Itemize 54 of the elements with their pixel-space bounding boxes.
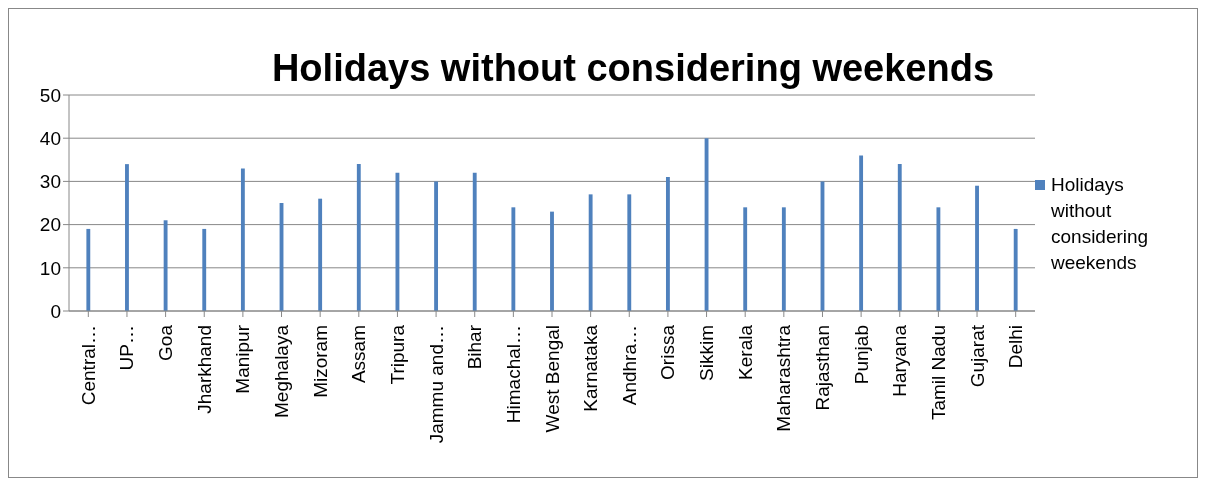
bar xyxy=(897,164,902,311)
bar xyxy=(163,220,168,311)
bar xyxy=(859,155,864,311)
x-tick-label: West Bengal xyxy=(541,325,563,433)
bar xyxy=(588,194,593,311)
bar xyxy=(511,207,516,311)
chart-title: Holidays without considering weekends xyxy=(270,46,996,89)
y-tick-label: 40 xyxy=(39,127,61,149)
bar xyxy=(550,211,554,311)
x-tick-label: Haryana xyxy=(889,324,911,397)
y-tick-label: 50 xyxy=(39,84,61,106)
x-tick-label: Delhi xyxy=(1005,325,1027,369)
bar xyxy=(665,177,670,311)
x-tick-label: Tripura xyxy=(386,324,408,385)
x-tick-label: Assam xyxy=(348,325,370,384)
bar xyxy=(356,164,361,311)
x-tick-label: Jammu and… xyxy=(425,325,447,444)
bar xyxy=(202,228,207,311)
x-tick-label: Meghalaya xyxy=(271,324,293,418)
bar xyxy=(472,172,477,311)
bar xyxy=(1013,228,1018,311)
x-tick-label: Jharkhand xyxy=(193,325,215,414)
x-tick-label: Andhra… xyxy=(618,325,640,406)
bar xyxy=(975,185,979,311)
bar xyxy=(86,228,91,311)
x-tick-label: Karnataka xyxy=(580,324,602,412)
x-tick-label: Manipur xyxy=(232,324,254,394)
y-tick-label: 20 xyxy=(39,214,61,236)
x-tick-label: Mizoram xyxy=(309,325,331,398)
y-tick-label: 30 xyxy=(39,171,61,193)
bar xyxy=(936,207,941,311)
y-tick-label: 0 xyxy=(50,300,61,322)
bar xyxy=(627,194,632,311)
bar xyxy=(318,198,323,311)
x-tick-label: Goa xyxy=(155,324,177,361)
bar xyxy=(125,164,129,311)
x-tick-label: Tamil Nadu xyxy=(927,325,949,421)
x-tick-label: Maharashtra xyxy=(773,324,795,432)
bar xyxy=(743,207,748,311)
x-tick-label: Central… xyxy=(77,325,99,406)
x-tick-label: UP… xyxy=(116,325,138,371)
x-tick-label: Orissa xyxy=(657,324,679,380)
x-tick-label: Gujarat xyxy=(966,324,988,388)
x-tick-label: Bihar xyxy=(464,324,486,370)
bar xyxy=(781,207,786,311)
x-tick-label: Punjab xyxy=(850,325,872,385)
bar xyxy=(434,181,439,311)
x-tick-label: Himachal… xyxy=(502,325,524,424)
x-tick-label: Kerala xyxy=(734,324,756,380)
x-tick-label: Rajasthan xyxy=(811,325,833,411)
y-tick-label: 10 xyxy=(39,257,61,279)
legend-label: Holidays without considering weekends xyxy=(1051,172,1150,275)
bar xyxy=(240,168,245,311)
x-tick-label: Sikkim xyxy=(696,325,718,381)
